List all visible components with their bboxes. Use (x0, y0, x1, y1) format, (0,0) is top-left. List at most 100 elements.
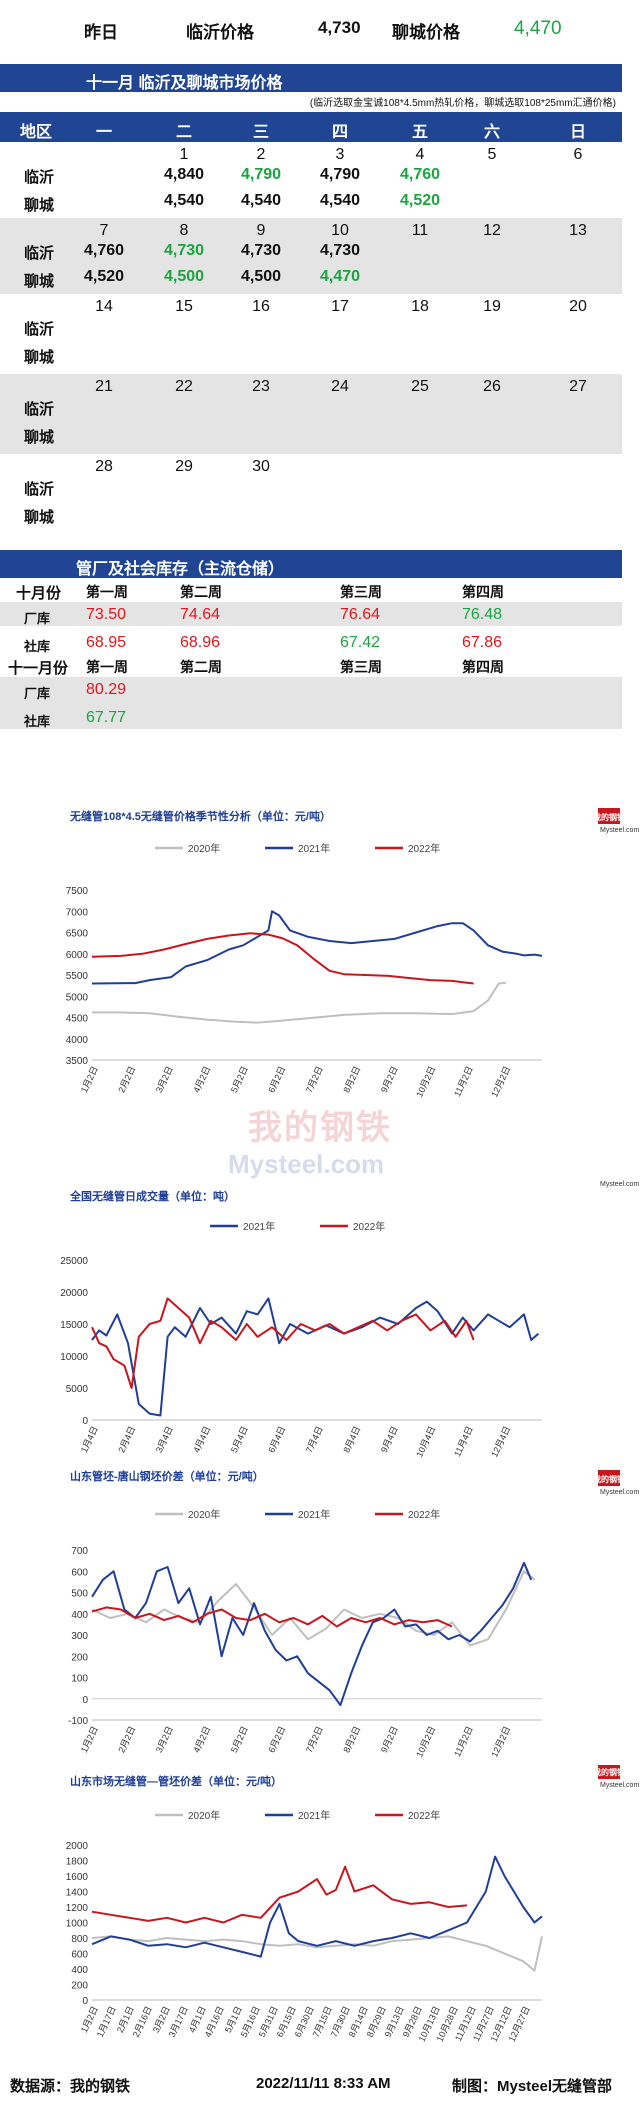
liaocheng-price-cell: 4,520 (399, 192, 441, 209)
y-tick-label: 15000 (60, 1320, 88, 1331)
logo-text: 我的钢铁 (593, 812, 625, 822)
linyi-price-cell: 4,760 (399, 166, 441, 183)
city-label-linyi: 临沂 (24, 245, 55, 262)
inventory-month: 十一月份 (8, 659, 69, 677)
y-tick-label: 0 (82, 1416, 88, 1427)
x-tick-label: 1月4日 (79, 1425, 100, 1455)
weekday-header-3: 三 (252, 124, 269, 141)
calendar-day: 19 (483, 298, 501, 315)
x-tick-label: 4月4日 (191, 1425, 212, 1455)
weekday-header-5: 五 (411, 124, 428, 141)
y-tick-label: 1000 (66, 1919, 89, 1930)
inventory-social-value: 68.96 (180, 634, 221, 651)
inventory-social-value: 67.77 (86, 709, 127, 726)
y-tick-label: 1400 (66, 1888, 89, 1899)
series-line-2021年 (91, 1561, 533, 1707)
y-tick-label: 1600 (66, 1872, 89, 1883)
linyi-price-cell: 4,790 (319, 166, 361, 183)
x-tick-label: 11月4日 (452, 1425, 475, 1459)
calendar-day: 15 (175, 298, 193, 315)
legend-label: 2022年 (408, 842, 440, 855)
inventory-factory-label: 厂库 (24, 612, 51, 627)
calendar-day: 18 (411, 298, 429, 315)
inventory-week-header: 第一周 (86, 585, 128, 601)
y-tick-label: 5000 (66, 992, 89, 1003)
inventory-factory-value: 74.64 (180, 606, 221, 623)
chart-3: 山东管坯-唐山钢坯价差（单位：元/吨） 我的钢铁 Mysteel.com 2020年 2… (68, 1469, 639, 1759)
inventory-week-header: 第二周 (180, 585, 222, 601)
liaocheng-price-cell: 4,540 (163, 192, 205, 209)
series-line-2022年 (91, 1606, 453, 1628)
city-label-linyi: 临沂 (24, 401, 55, 418)
linyi-price-value: 4,730 (318, 18, 361, 37)
calendar-day: 16 (252, 298, 270, 315)
inventory-week-header: 第三周 (340, 585, 382, 601)
x-tick-label: 4月2日 (191, 1725, 212, 1755)
calendar-day: 21 (95, 378, 113, 395)
month-table-note: (临沂选取金宝诚108*4.5mm热轧价格，聊城选取108*25mm汇通价格) (309, 98, 616, 109)
city-label-linyi: 临沂 (24, 481, 55, 498)
x-tick-label: 7月2日 (304, 1725, 325, 1755)
chart-title: 山东市场无缝管—管坯价差（单位：元/吨） (70, 1774, 282, 1788)
calendar-day: 3 (335, 146, 345, 163)
linyi-price-cell: 4,790 (240, 166, 282, 183)
inventory-row-bg (0, 677, 622, 701)
y-tick-label: 25000 (60, 1256, 88, 1267)
x-tick-label: 8月2日 (341, 1065, 362, 1095)
series-line-2020年 (91, 1570, 536, 1647)
y-tick-label: 300 (71, 1631, 88, 1642)
week-row-bg (0, 218, 622, 294)
y-tick-label: 200 (71, 1652, 88, 1663)
calendar-day: 25 (411, 378, 429, 395)
linyi-price-cell: 4,730 (240, 242, 282, 259)
chart-title: 无缝管108*4.5无缝管价格季节性分析（单位：元/吨） (69, 809, 331, 823)
calendar-day: 14 (95, 298, 113, 315)
logo-icon (598, 808, 620, 824)
y-tick-label: 1800 (66, 1857, 89, 1868)
calendar-day: 5 (487, 146, 497, 163)
x-tick-label: 9月4日 (379, 1425, 400, 1455)
y-tick-label: 0 (82, 1695, 88, 1706)
legend-label: 2021年 (298, 842, 330, 855)
x-tick-label: 6月2日 (266, 1065, 287, 1095)
x-tick-label: 2月2日 (116, 1725, 137, 1755)
x-tick-label: 10月2日 (414, 1725, 437, 1759)
calendar-day: 2 (256, 146, 266, 163)
city-label-liaocheng: 聊城 (24, 349, 55, 366)
x-tick-label: 10月4日 (414, 1425, 437, 1459)
y-tick-label: 700 (71, 1546, 88, 1557)
yesterday-row: 昨日 临沂价格 4,730 聊城价格 4,470 (0, 0, 643, 48)
month-table-title: 十一月 临沂及聊城市场价格 (86, 75, 283, 92)
y-tick-label: 7000 (66, 907, 89, 918)
x-tick-label: 12月2日 (489, 1065, 512, 1099)
x-tick-label: 1月2日 (79, 1725, 100, 1755)
logo-text: 我的钢铁 (593, 1474, 625, 1484)
chart-title: 山东管坯-唐山钢坯价差（单位：元/吨） (70, 1469, 264, 1483)
logo-sub: Mysteel.com (600, 1181, 639, 1188)
x-tick-label: 11月2日 (452, 1725, 475, 1759)
inventory-factory-label: 厂库 (24, 687, 51, 702)
x-tick-label: 6月4日 (266, 1425, 287, 1455)
inventory-week-header: 第三周 (340, 660, 382, 676)
calendar-day: 17 (331, 298, 349, 315)
city-label-linyi: 临沂 (24, 169, 55, 186)
inventory-week-header: 第二周 (180, 660, 222, 676)
y-tick-label: 5000 (66, 1384, 89, 1395)
legend-label: 2022年 (408, 1809, 440, 1822)
calendar-day: 9 (256, 222, 266, 239)
x-tick-label: 9月2日 (379, 1725, 400, 1755)
x-tick-label: 12月2日 (489, 1725, 512, 1759)
x-tick-label: 5月2日 (229, 1725, 250, 1755)
x-tick-label: 4月2日 (191, 1065, 212, 1095)
y-tick-label: 1200 (66, 1903, 89, 1914)
calendar-day: 4 (415, 146, 425, 163)
y-tick-label: 4500 (66, 1014, 89, 1025)
x-tick-label: 8月4日 (341, 1425, 362, 1455)
legend-label: 2022年 (353, 1220, 385, 1233)
liaocheng-price-cell: 4,540 (319, 192, 361, 209)
legend-label: 2021年 (298, 1508, 330, 1521)
x-tick-label: 3月2日 (154, 1065, 175, 1095)
x-tick-label: 2月2日 (116, 1065, 137, 1095)
calendar-day: 10 (331, 222, 349, 239)
x-tick-label: 3月2日 (154, 1725, 175, 1755)
